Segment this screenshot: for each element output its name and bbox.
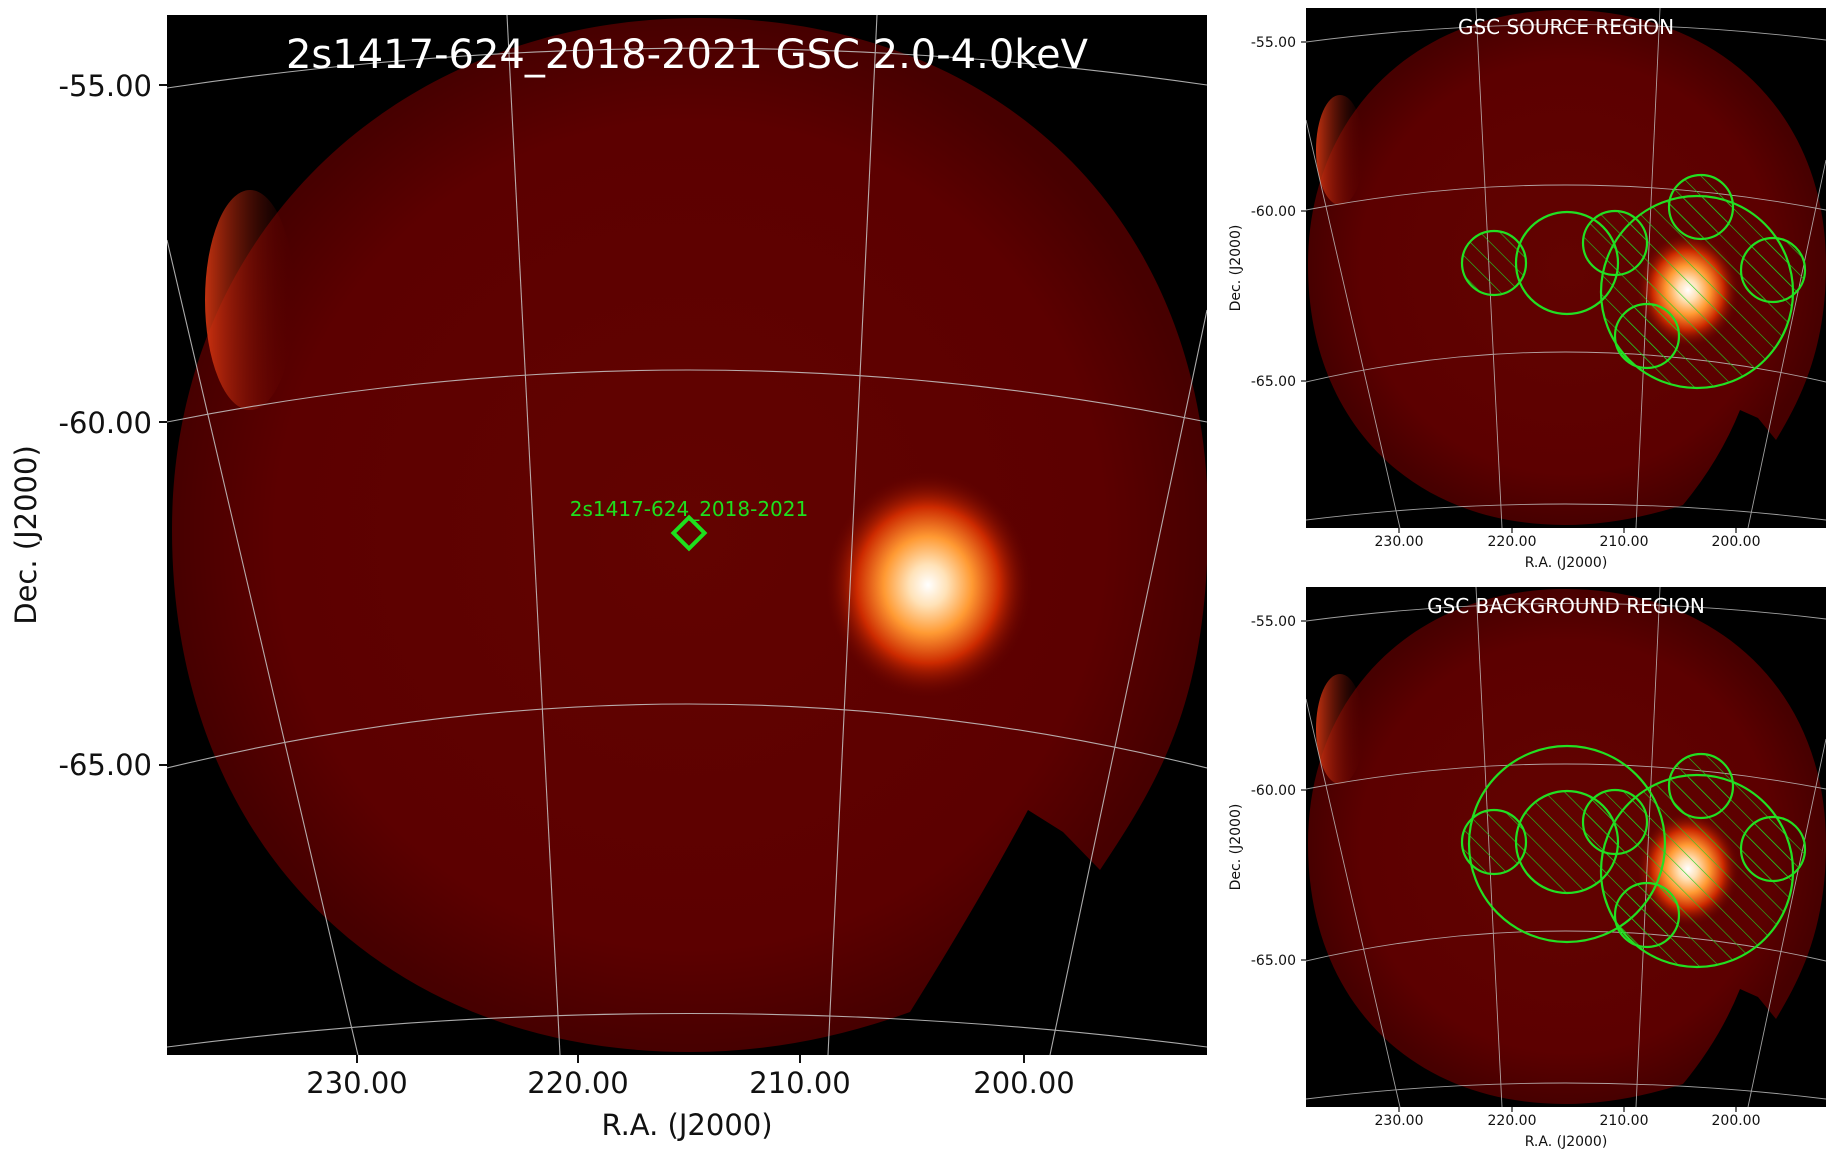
background-panel-title: GSC BACKGROUND REGION [1427, 594, 1705, 618]
source-region-panel: GSC SOURCE REGION -55.00 -60.00 -65.00 2… [1228, 8, 1826, 571]
source-marker [670, 514, 708, 552]
main-xtick-label: 230.00 [306, 1066, 407, 1100]
main-ytick-label: -65.00 [59, 748, 153, 782]
source-panel-ytick-label: -65.00 [1251, 374, 1296, 390]
source-panel-regions [1460, 173, 1807, 390]
source-panel-xaxis-label: R.A. (J2000) [1525, 555, 1608, 571]
background-panel-yaxis-label: Dec. (J2000) [1228, 804, 1244, 891]
main-xaxis-label: R.A. (J2000) [601, 1108, 772, 1142]
background-panel-xtick-label: 220.00 [1488, 1113, 1537, 1129]
background-panel-ytick-label: -60.00 [1251, 783, 1296, 799]
background-panel-xtick-label: 200.00 [1712, 1113, 1761, 1129]
main-xtick-label: 220.00 [527, 1066, 628, 1100]
exclusion-circle [1581, 209, 1649, 277]
source-panel-xtick-label: 230.00 [1375, 534, 1424, 550]
source-panel-edge-glow [1316, 95, 1364, 205]
background-panel-xaxis-label: R.A. (J2000) [1525, 1134, 1608, 1150]
main-edge-glow [205, 190, 295, 410]
source-panel-ytick-label: -55.00 [1251, 35, 1296, 51]
main-coord-grid [167, 15, 1207, 1055]
background-panel-xtick-label: 230.00 [1375, 1113, 1424, 1129]
background-region-panel: GSC BACKGROUND REGION -55.00 -60.00 -65.… [1228, 587, 1826, 1150]
background-panel-ytick-label: -55.00 [1251, 614, 1296, 630]
exclusion-circle [1739, 236, 1807, 304]
source-panel-xtick-label: 200.00 [1712, 534, 1761, 550]
exclusion-circle [1581, 788, 1649, 856]
background-panel-tick-marks [1301, 620, 1737, 1112]
background-panel-edge-glow [1316, 674, 1364, 784]
exclusion-circle [1460, 229, 1528, 297]
source-panel-title: GSC SOURCE REGION [1458, 15, 1674, 39]
exclusion-circle [1667, 752, 1735, 820]
background-panel-xtick-label: 210.00 [1600, 1113, 1649, 1129]
main-bright-source [823, 470, 1033, 700]
source-panel-sky-image [1306, 8, 1826, 528]
source-panel-tick-marks [1301, 41, 1737, 533]
exclusion-circle [1667, 173, 1735, 241]
main-xtick-label: 210.00 [749, 1066, 850, 1100]
source-panel-sky-disk [1308, 10, 1826, 525]
exclusion-circle [1613, 302, 1681, 370]
background-panel-ytick-label: -65.00 [1251, 953, 1296, 969]
main-sky-image: 2s1417-624_2018-2021 [167, 15, 1207, 1055]
source-panel-yaxis-label: Dec. (J2000) [1228, 225, 1244, 312]
background-panel-sky-image [1306, 587, 1826, 1107]
main-xtick-label: 200.00 [973, 1066, 1074, 1100]
main-yaxis-label: Dec. (J2000) [9, 445, 43, 625]
source-panel-xtick-label: 210.00 [1600, 534, 1649, 550]
exclusion-circle [1460, 808, 1528, 876]
source-label: 2s1417-624_2018-2021 [570, 497, 808, 521]
main-panel: 2s1417-624_2018-2021 2s1417-624_2018-202… [9, 15, 1207, 1142]
exclusion-circle [1613, 881, 1681, 949]
main-ytick-label: -60.00 [59, 406, 153, 440]
main-tick-marks [159, 84, 1025, 1063]
main-ytick-label: -55.00 [59, 69, 153, 103]
source-panel-ytick-label: -60.00 [1251, 204, 1296, 220]
main-sky-disk [172, 18, 1207, 1052]
main-title: 2s1417-624_2018-2021 GSC 2.0-4.0keV [286, 32, 1089, 78]
exclusion-circle [1739, 815, 1807, 883]
background-panel-regions [1460, 744, 1807, 969]
source-panel-xtick-label: 220.00 [1488, 534, 1537, 550]
